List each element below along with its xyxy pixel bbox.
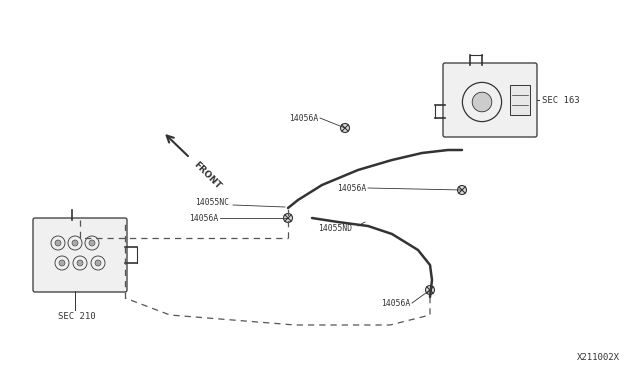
Text: 14056A: 14056A — [337, 183, 366, 192]
FancyBboxPatch shape — [443, 63, 537, 137]
Circle shape — [472, 92, 492, 112]
Text: X211002X: X211002X — [577, 353, 620, 362]
Circle shape — [95, 260, 101, 266]
Text: 14056A: 14056A — [189, 214, 218, 222]
Circle shape — [426, 285, 435, 295]
Circle shape — [55, 240, 61, 246]
Text: FRONT: FRONT — [192, 160, 223, 191]
Circle shape — [284, 214, 292, 222]
Text: SEC 210: SEC 210 — [58, 312, 95, 321]
Circle shape — [89, 240, 95, 246]
Text: 14055ND: 14055ND — [318, 224, 352, 232]
Circle shape — [458, 186, 467, 195]
FancyBboxPatch shape — [510, 85, 530, 115]
Text: 14055NC: 14055NC — [195, 198, 229, 206]
Circle shape — [59, 260, 65, 266]
Text: 14056A: 14056A — [289, 113, 318, 122]
Circle shape — [340, 124, 349, 132]
Circle shape — [72, 240, 78, 246]
Text: 14056A: 14056A — [381, 298, 410, 308]
Circle shape — [77, 260, 83, 266]
FancyBboxPatch shape — [33, 218, 127, 292]
Text: SEC 163: SEC 163 — [542, 96, 580, 105]
